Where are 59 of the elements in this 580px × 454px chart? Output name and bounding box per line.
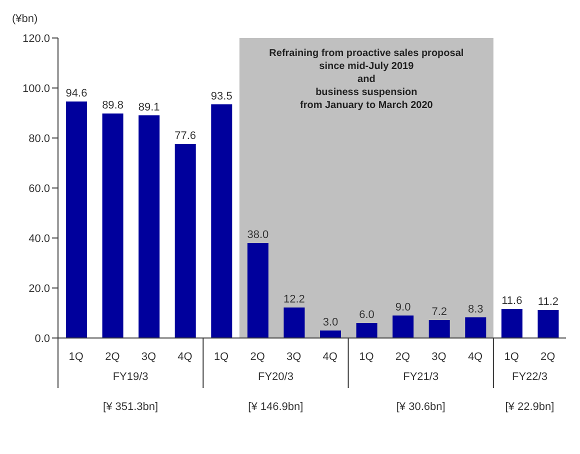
y-tick-label: 20.0 bbox=[28, 282, 50, 295]
bar bbox=[284, 308, 305, 338]
text: FY20/3 bbox=[258, 371, 294, 383]
x-tick-label: 1Q bbox=[214, 350, 230, 363]
data-label: 7.2 bbox=[432, 306, 448, 318]
x-tick-label: 1Q bbox=[359, 350, 374, 363]
y-axis-title: (¥bn) bbox=[12, 13, 38, 25]
bar bbox=[392, 316, 414, 338]
data-label: 3.0 bbox=[322, 316, 338, 328]
bar bbox=[356, 323, 378, 338]
bar bbox=[174, 144, 196, 338]
bar bbox=[66, 102, 87, 338]
data-label: 9.0 bbox=[395, 302, 411, 314]
data-label: 38.0 bbox=[247, 229, 269, 241]
bar bbox=[501, 309, 522, 338]
bar bbox=[465, 317, 486, 338]
x-tick-label: 2Q bbox=[105, 350, 120, 363]
x-tick-label: 4Q bbox=[468, 350, 484, 363]
x-tick-label: 3Q bbox=[432, 350, 447, 363]
x-tick-label: 4Q bbox=[178, 350, 193, 363]
text: [¥ 22.9bn] bbox=[505, 401, 554, 413]
data-label: 12.2 bbox=[284, 294, 305, 306]
y-tick-label: 80.0 bbox=[28, 132, 50, 145]
x-tick-label: 2Q bbox=[395, 350, 410, 363]
y-tick-label: 0.0 bbox=[34, 332, 50, 345]
y-tick-label: 100.0 bbox=[22, 82, 50, 95]
bar bbox=[320, 330, 341, 338]
text: [¥ 146.9bn] bbox=[248, 401, 304, 413]
text: [¥ 30.6bn] bbox=[396, 401, 446, 413]
y-tick-label: 40.0 bbox=[28, 232, 50, 245]
data-label: 6.0 bbox=[359, 309, 374, 321]
data-label: 8.3 bbox=[468, 303, 484, 316]
x-tick-label: 1Q bbox=[68, 350, 84, 363]
x-tick-label: 2Q bbox=[540, 350, 556, 363]
data-label: 77.6 bbox=[174, 130, 196, 142]
annotation: Refraining from proactive sales proposal since mid-July 2019 and business suspension from January to March 2020 bbox=[269, 48, 464, 111]
bar bbox=[211, 104, 232, 338]
text: [¥ 351.3bn] bbox=[103, 401, 158, 413]
text: FY21/3 bbox=[403, 371, 439, 383]
x-tick-label: 3Q bbox=[141, 350, 156, 363]
data-label: 89.8 bbox=[102, 100, 124, 112]
bar bbox=[428, 320, 450, 338]
data-label: 11.2 bbox=[538, 296, 559, 308]
bar bbox=[247, 243, 268, 338]
x-tick-label: 4Q bbox=[322, 350, 338, 363]
bar bbox=[138, 115, 160, 338]
bar bbox=[102, 114, 124, 338]
data-label: 94.6 bbox=[66, 88, 88, 100]
x-tick-label: 2Q bbox=[250, 350, 266, 363]
y-tick-label: 120.0 bbox=[22, 32, 50, 45]
x-tick-label: 3Q bbox=[286, 350, 302, 363]
y-tick-label: 60.0 bbox=[28, 182, 50, 195]
text: FY22/3 bbox=[512, 371, 548, 383]
data-label: 89.1 bbox=[138, 101, 160, 114]
x-tick-label: 1Q bbox=[504, 350, 520, 363]
text: FY19/3 bbox=[112, 371, 148, 383]
data-label: 11.6 bbox=[502, 295, 522, 307]
data-label: 93.5 bbox=[210, 90, 232, 102]
bar bbox=[538, 310, 559, 338]
